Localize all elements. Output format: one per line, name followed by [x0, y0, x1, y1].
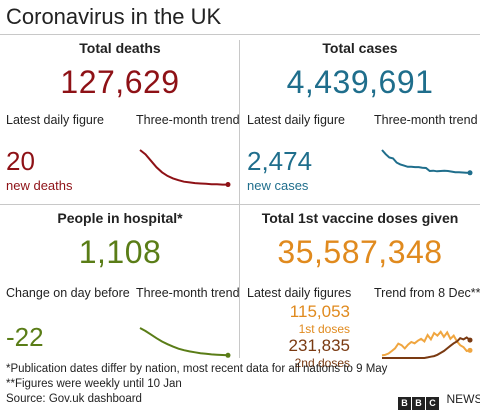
deaths-heading: Total deaths — [79, 40, 161, 56]
vaccine-heading: Total 1st vaccine doses given — [261, 210, 459, 226]
vaccine-first-doses-label: 1st doses — [298, 322, 350, 336]
hospital-trend-line — [139, 327, 229, 357]
title-divider — [0, 34, 480, 35]
vaccine-total: 35,587,348 — [277, 234, 443, 270]
deaths-daily-label: Latest daily figure — [6, 113, 104, 127]
vaccine-second-doses-endpoint — [467, 337, 473, 343]
vertical-divider — [239, 40, 240, 358]
vaccine-second-doses-line — [382, 336, 471, 359]
cases-daily-label: Latest daily figure — [247, 113, 345, 127]
cases-trend-endpoint — [467, 170, 473, 176]
hospital-daily-value: -22 — [6, 322, 44, 352]
hospital-trend-chart — [139, 327, 231, 358]
vaccine-trend-chart — [381, 330, 473, 359]
cases-trend-chart — [381, 149, 473, 176]
footnote-weekly: **Figures were weekly until 10 Jan — [6, 378, 182, 390]
cases-heading: Total cases — [322, 40, 398, 56]
cases-total: 4,439,691 — [286, 64, 434, 100]
deaths-total: 127,629 — [60, 64, 180, 100]
hospital-daily-label: Change on day before — [6, 286, 130, 300]
cases-daily-unit: new cases — [247, 178, 309, 193]
vaccine-first-doses-value: 115,053 — [289, 302, 350, 321]
page-title: Coronavirus in the UK — [6, 4, 222, 29]
vaccine-trend-label: Trend from 8 Dec** — [374, 286, 480, 300]
vaccine-daily-label: Latest daily figures — [247, 286, 352, 300]
deaths-trend-endpoint — [225, 182, 231, 188]
vaccine-first-doses-endpoint — [467, 347, 473, 353]
deaths-trend-line — [139, 149, 228, 186]
hospital-trend-endpoint — [225, 352, 231, 358]
logo-letter: B — [398, 397, 411, 410]
hospital-total: 1,108 — [78, 234, 162, 270]
logo-letter: C — [426, 397, 439, 410]
logo-word: NEWS — [446, 392, 480, 406]
logo-letter: B — [412, 397, 425, 410]
cases-trend-label: Three-month trend — [374, 113, 478, 127]
hospital-heading: People in hospital* — [57, 210, 183, 226]
hospital-trend-label: Three-month trend — [136, 286, 240, 300]
deaths-trend-label: Three-month trend — [136, 113, 240, 127]
deaths-trend-chart — [139, 149, 231, 188]
footnote-publication: *Publication dates differ by nation, mos… — [6, 363, 388, 375]
vaccine-second-doses-value: 231,835 — [288, 336, 350, 355]
vaccine-second-doses-label: 2nd doses — [294, 356, 350, 370]
deaths-daily-value: 20 — [6, 146, 35, 176]
footnote-source: Source: Gov.uk dashboard — [6, 393, 142, 405]
horizontal-divider — [0, 204, 480, 205]
vaccine-first-doses-line — [381, 330, 471, 357]
cases-daily-value: 2,474 — [247, 146, 313, 176]
cases-trend-line — [381, 149, 470, 174]
deaths-daily-unit: new deaths — [6, 178, 73, 193]
